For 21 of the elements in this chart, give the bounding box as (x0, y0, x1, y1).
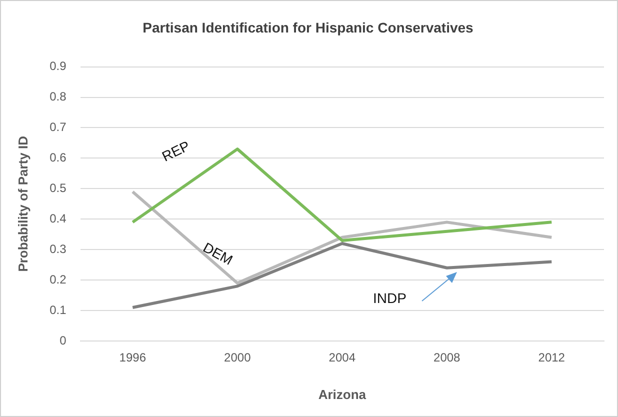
text: REP (159, 137, 192, 164)
x-tick-label: 2000 (224, 350, 252, 365)
x-axis-title: Arizona (318, 386, 367, 402)
y-tick-label: 0.5 (50, 180, 67, 195)
text: INDP (373, 290, 406, 306)
y-tick-label: 0.2 (50, 272, 67, 286)
chart-title: Partisan Identification for Hispanic Conservatives (142, 19, 474, 36)
x-tick-label: 2004 (328, 350, 356, 365)
y-tick-label: 0.7 (50, 120, 67, 134)
y-tick-label: 0.6 (50, 150, 67, 165)
y-axis-title: Probability of Party ID (15, 136, 30, 272)
y-tick-label: 0.3 (50, 242, 67, 256)
y-tick-label: 0.9 (50, 59, 67, 74)
x-tick-label: 2008 (434, 350, 461, 365)
x-tick-label: 2012 (538, 350, 566, 365)
y-tick-label: 0.1 (50, 302, 67, 317)
y-tick-label: 0 (60, 333, 67, 348)
text: DEM (200, 239, 236, 268)
x-tick-label: 1996 (119, 350, 146, 365)
y-tick-label: 0.8 (50, 90, 67, 104)
y-tick-label: 0.4 (50, 211, 67, 226)
